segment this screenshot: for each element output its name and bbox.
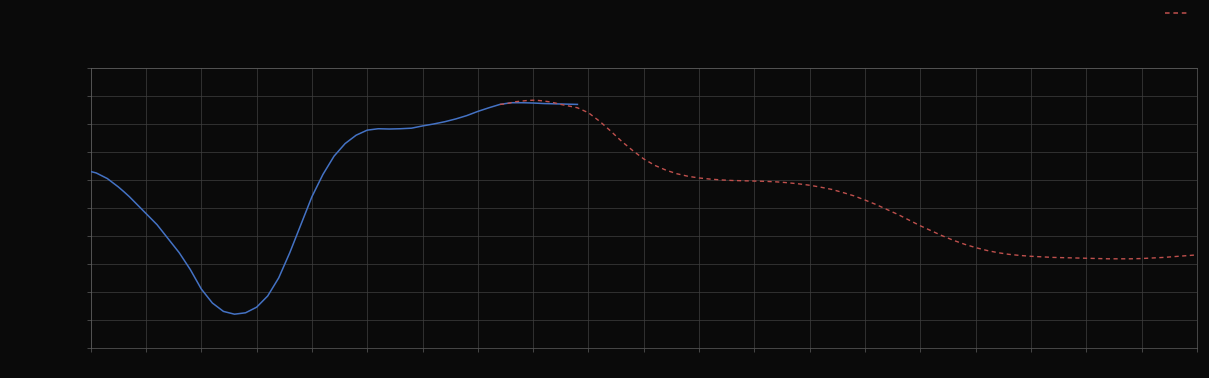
Legend: , : ,: [1164, 0, 1192, 19]
